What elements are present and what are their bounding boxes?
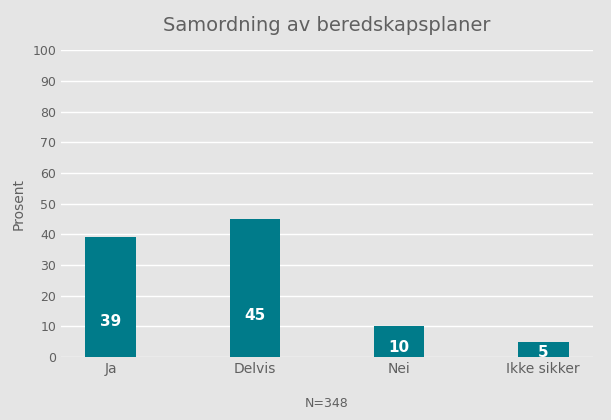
Title: Samordning av beredskapsplaner: Samordning av beredskapsplaner xyxy=(163,16,491,35)
Text: 5: 5 xyxy=(538,345,549,360)
Text: 39: 39 xyxy=(100,314,121,328)
Text: 10: 10 xyxy=(389,340,409,355)
Text: 45: 45 xyxy=(244,308,265,323)
Bar xyxy=(518,341,568,357)
Bar xyxy=(374,326,424,357)
Bar xyxy=(86,237,136,357)
Text: N=348: N=348 xyxy=(305,397,349,410)
Y-axis label: Prosent: Prosent xyxy=(12,178,26,230)
Bar xyxy=(230,219,280,357)
